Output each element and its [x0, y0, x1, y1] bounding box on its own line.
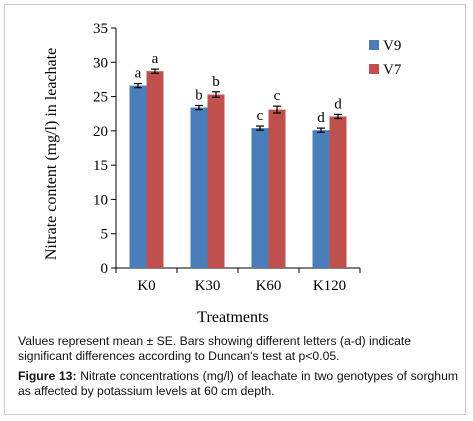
y-tick-label: 5: [101, 227, 109, 243]
significance-letter: a: [152, 51, 159, 67]
chart-note: Values represent mean ± SE. Bars showing…: [18, 334, 412, 363]
bar-v9-k120: [312, 130, 330, 268]
significance-letter: a: [135, 66, 142, 82]
bar-v9-k60: [251, 128, 269, 268]
chart-bars: [129, 68, 347, 269]
chart-labels: 0 5 10 15 20 25 30 35 K0 K30 K60 K120 a b c d a b c d: [93, 21, 346, 294]
y-tick-label: 10: [93, 192, 108, 208]
significance-letter: c: [257, 108, 264, 124]
y-axis-title: Nitrate content (mg/l) in leachate: [43, 48, 60, 260]
significance-letter: c: [274, 88, 281, 104]
x-tick-label: K120: [313, 278, 346, 294]
legend-swatch-v9: [369, 40, 379, 50]
x-tick-label: K0: [137, 278, 155, 294]
significance-letter: b: [195, 87, 203, 103]
significance-letter: d: [317, 110, 325, 126]
figure-label: Figure 13:: [18, 369, 77, 383]
figure-caption-text: Nitrate concentrations (mg/l) of leachat…: [18, 369, 458, 398]
chart-legend: V9 V7: [369, 38, 402, 78]
y-tick-label: 30: [93, 55, 108, 71]
bar-v7-k0: [146, 71, 164, 268]
y-tick-label: 15: [93, 158, 108, 174]
y-tick-label: 25: [93, 90, 108, 106]
significance-letter: d: [334, 96, 342, 112]
legend-label-v9: V9: [383, 38, 401, 54]
bar-v7-k120: [329, 116, 347, 268]
figure-frame: [4, 4, 466, 415]
y-tick-label: 20: [93, 124, 108, 140]
figure-caption: Figure 13: Nitrate concentrations (mg/l)…: [18, 369, 458, 399]
x-tick-label: K60: [256, 278, 282, 294]
bar-v9-k30: [190, 107, 208, 269]
x-axis-title: Treatments: [197, 309, 268, 326]
bar-v9-k0: [129, 85, 147, 268]
y-tick-label: 0: [101, 261, 109, 277]
legend-label-v7: V7: [383, 62, 402, 78]
legend-swatch-v7: [369, 64, 379, 74]
bar-v7-k30: [207, 94, 225, 268]
significance-letter: b: [212, 74, 220, 90]
y-tick-label: 35: [93, 21, 108, 37]
x-tick-label: K30: [195, 278, 221, 294]
bar-v7-k60: [268, 109, 286, 268]
